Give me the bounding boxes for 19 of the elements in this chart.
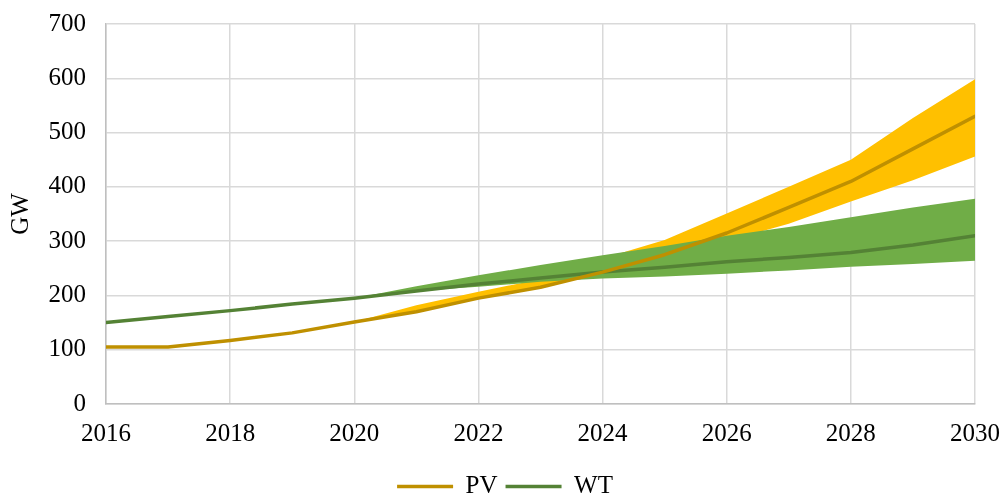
y-tick-label: 500 <box>48 117 86 145</box>
x-tick-label: 2016 <box>81 418 131 446</box>
y-tick-label: 100 <box>48 334 86 362</box>
x-tick-label: 2026 <box>701 418 752 446</box>
y-tick-label: 600 <box>48 62 86 90</box>
y-axis-title: GW <box>5 192 33 235</box>
x-tick-label: 2022 <box>453 418 504 446</box>
x-tick-label: 2018 <box>205 418 256 446</box>
x-tick-label: 2030 <box>950 418 1000 446</box>
x-tick-label: 2024 <box>577 418 629 446</box>
y-tick-label: 700 <box>48 8 86 36</box>
x-tick-label: 2020 <box>329 418 380 446</box>
y-tick-label: 300 <box>48 225 86 253</box>
legend-label: WT <box>574 471 613 499</box>
legend-label: PV <box>465 471 498 499</box>
y-tick-label: 200 <box>48 279 86 307</box>
x-tick-label: 2028 <box>825 418 876 446</box>
y-tick-label: 400 <box>48 171 86 199</box>
y-tick-label: 0 <box>73 388 86 416</box>
